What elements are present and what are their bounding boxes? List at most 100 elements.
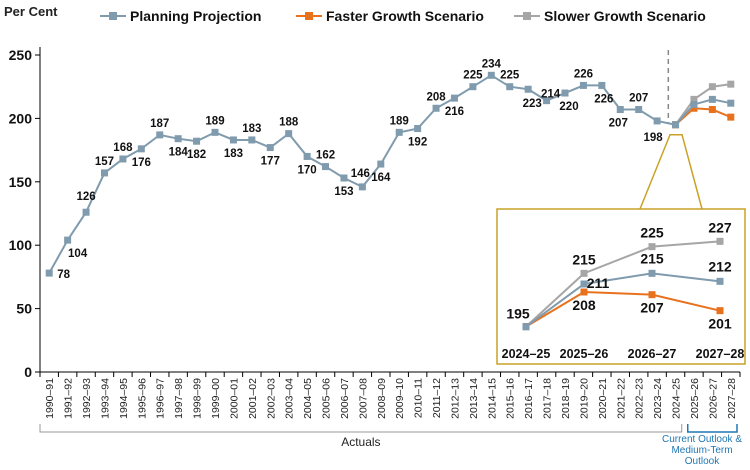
data-point-planning	[303, 152, 311, 160]
series-group: 78 104 126 157 168 176 187 184 182 189 183 183 177 18…	[45, 50, 735, 281]
x-tick-label: 1993–94	[99, 378, 111, 419]
x-tick-label: 1991–92	[63, 378, 75, 419]
data-point-slower	[690, 95, 698, 103]
inset-value-label: 201	[708, 316, 732, 332]
inset-value-label: 211	[587, 275, 610, 291]
data-label: 220	[559, 101, 578, 113]
legend-label-slower: Slower Growth Scenario	[544, 8, 706, 24]
inset-value-label: 227	[708, 219, 732, 235]
data-label: 182	[187, 149, 206, 161]
y-axis-title: Per Cent	[4, 4, 58, 19]
data-label: 225	[500, 70, 520, 82]
data-label: 189	[205, 115, 224, 127]
data-label: 176	[132, 157, 151, 169]
x-tick-label: 2009–10	[394, 378, 406, 419]
x-tick-label: 2008–09	[376, 378, 388, 419]
data-point-planning	[100, 169, 108, 177]
x-tick-label: 2025–26	[689, 378, 701, 419]
x-tick-label: 2020–21	[597, 378, 609, 419]
legend-label-planning: Planning Projection	[130, 8, 261, 24]
data-label: 189	[390, 115, 409, 127]
outlook-label: Medium-Term	[671, 445, 732, 456]
x-tick-label: 1994–95	[118, 378, 130, 419]
data-point-planning	[248, 136, 256, 144]
data-point-planning	[266, 144, 274, 152]
y-tick-label: 0	[24, 364, 32, 380]
data-point-planning	[487, 71, 495, 79]
data-label: 157	[95, 156, 114, 168]
inset-value-label: 215	[572, 251, 596, 267]
inset-value-label: 195	[506, 306, 530, 322]
x-tick-label: 2004–05	[302, 378, 314, 419]
data-label: 146	[351, 168, 370, 180]
data-point-planning	[708, 95, 716, 103]
legend-marker-faster	[305, 12, 313, 20]
y-tick-label: 250	[9, 47, 33, 63]
x-tick-label: 2003–04	[284, 378, 296, 419]
data-point-planning	[579, 81, 587, 89]
y-tick-label: 100	[9, 237, 33, 253]
inset-category-label: 2026–27	[628, 347, 677, 361]
inset-category-label: 2027–28	[696, 347, 745, 361]
outlook-label: Outlook	[685, 456, 720, 467]
legend-marker-slower	[523, 12, 531, 20]
data-label: 188	[279, 117, 299, 129]
data-point-planning	[469, 83, 477, 91]
data-point-faster	[690, 104, 698, 112]
y-tick-label: 50	[16, 301, 32, 317]
x-tick-label: 2012–13	[449, 378, 461, 419]
data-point-planning	[358, 183, 366, 191]
data-point-planning	[616, 106, 624, 114]
data-label: 226	[594, 93, 613, 105]
x-tick-label: 2021–22	[615, 378, 627, 419]
data-label: 192	[408, 137, 427, 149]
data-label: 223	[523, 98, 542, 110]
data-point-faster	[727, 113, 735, 121]
series-line-faster	[674, 107, 732, 126]
x-tick-label: 2001–02	[247, 378, 259, 419]
data-label: 170	[298, 164, 317, 176]
data-label: 208	[426, 91, 446, 103]
data-label: 207	[629, 93, 648, 105]
x-tick-label: 2013–14	[468, 378, 480, 419]
x-tick-label: 2027–28	[726, 378, 738, 419]
legend: Planning Projection Faster Growth Scenar…	[100, 8, 706, 24]
data-point-planning	[64, 236, 72, 244]
data-label: 198	[644, 132, 664, 144]
y-axis: 0 50 100 150 200 250	[9, 47, 41, 380]
data-point-planning	[395, 128, 403, 136]
data-point-slower	[727, 80, 735, 88]
data-point-slower	[708, 83, 716, 91]
inset-point-planning	[522, 323, 530, 331]
data-label: 183	[224, 148, 243, 160]
x-tick-label: 2022–23	[634, 378, 646, 419]
data-label: 153	[334, 186, 353, 198]
inset-point-faster	[716, 307, 724, 315]
x-tick-label: 1997–98	[173, 378, 185, 419]
data-label: 216	[445, 106, 464, 118]
data-label: 177	[261, 156, 280, 168]
data-point-planning	[653, 117, 661, 125]
data-point-planning	[229, 136, 237, 144]
data-point-planning	[690, 100, 698, 108]
data-label: 78	[57, 269, 70, 281]
data-point-planning	[45, 269, 53, 277]
x-tick-label: 2010–11	[413, 378, 425, 418]
series-line-slower	[674, 83, 731, 126]
data-label: 225	[463, 70, 483, 82]
inset-point-slower	[648, 243, 656, 251]
data-point-planning	[524, 85, 532, 93]
data-point-planning	[156, 131, 164, 139]
legend-marker-planning	[109, 12, 117, 20]
y-tick-label: 150	[9, 174, 33, 190]
inset-point-planning	[716, 277, 724, 285]
x-tick-label: 1998–99	[192, 378, 204, 419]
data-point-planning	[672, 121, 680, 129]
x-tick-label: 2007–08	[357, 378, 369, 419]
x-tick-label: 2011–12	[431, 378, 443, 418]
inset-point-faster	[648, 291, 656, 299]
data-point-planning	[727, 99, 735, 107]
data-point-planning	[193, 137, 201, 145]
x-tick-label: 1990–91	[44, 378, 56, 419]
